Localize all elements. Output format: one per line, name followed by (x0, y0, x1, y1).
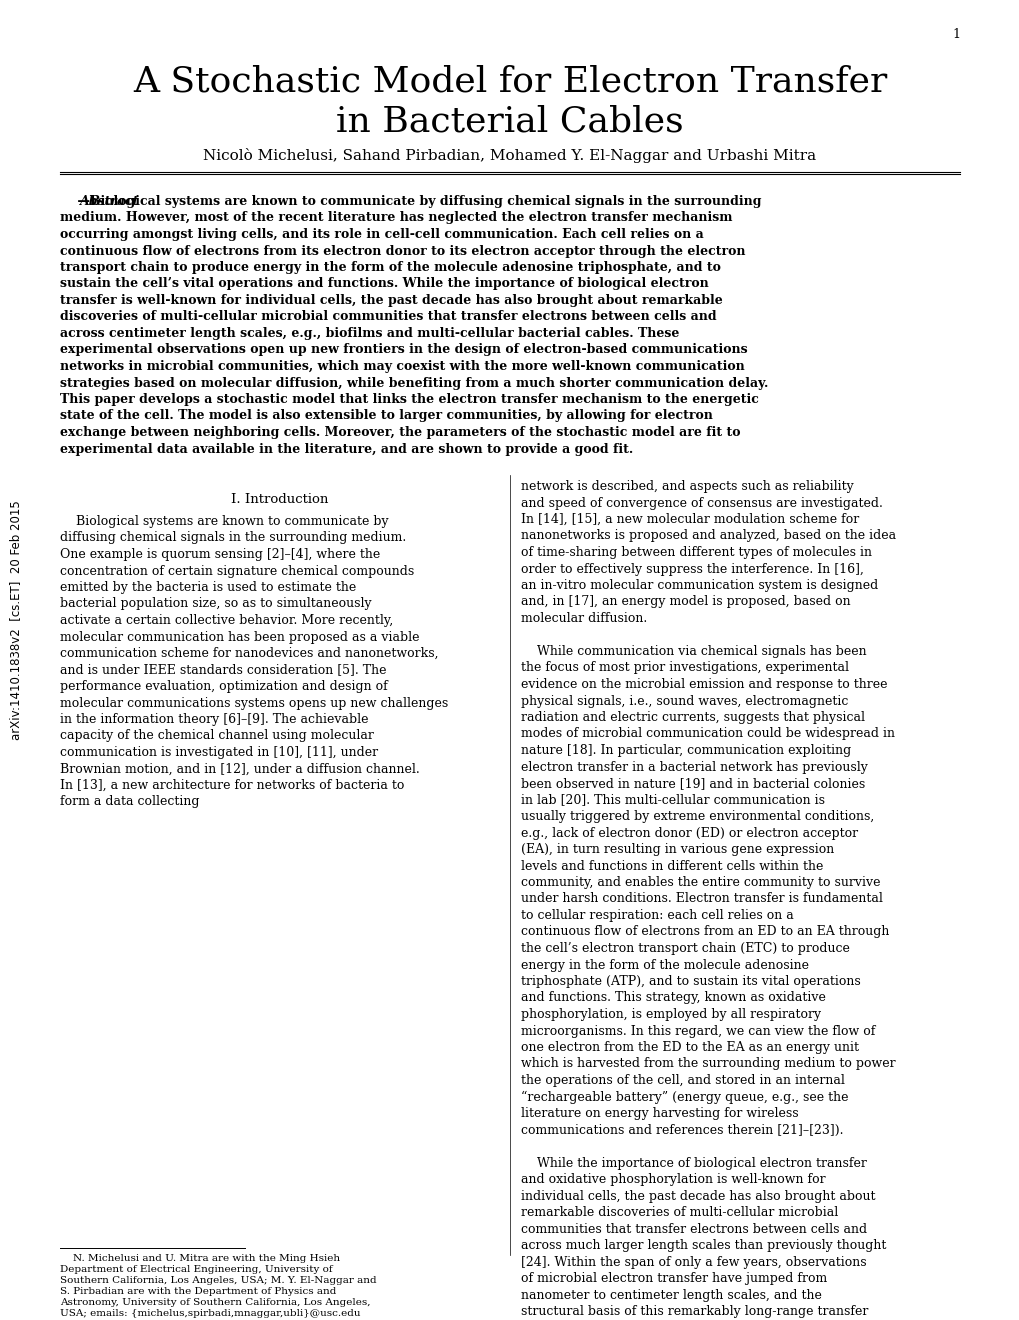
Text: Nicolò Michelusi, Sahand Pirbadian, Mohamed Y. El-Naggar and Urbashi Mitra: Nicolò Michelusi, Sahand Pirbadian, Moha… (203, 148, 816, 162)
Text: 1: 1 (951, 28, 959, 41)
Text: arXiv:1410.1838v2  [cs.ET]  20 Feb 2015: arXiv:1410.1838v2 [cs.ET] 20 Feb 2015 (9, 500, 22, 741)
Text: I. Introduction: I. Introduction (230, 492, 328, 506)
Text: Abstract: Abstract (79, 195, 140, 209)
Text: —Biological systems are known to communicate by diffusing chemical signals in th: —Biological systems are known to communi… (60, 195, 767, 455)
Text: network is described, and aspects such as reliability
and speed of convergence o: network is described, and aspects such a… (521, 480, 896, 1320)
Text: Biological systems are known to communicate by
diffusing chemical signals in the: Biological systems are known to communic… (60, 515, 447, 808)
Text: A Stochastic Model for Electron Transfer: A Stochastic Model for Electron Transfer (132, 65, 887, 99)
Text: N. Michelusi and U. Mitra are with the Ming Hsieh
Department of Electrical Engin: N. Michelusi and U. Mitra are with the M… (60, 1254, 376, 1319)
Text: in Bacterial Cables: in Bacterial Cables (336, 106, 683, 139)
